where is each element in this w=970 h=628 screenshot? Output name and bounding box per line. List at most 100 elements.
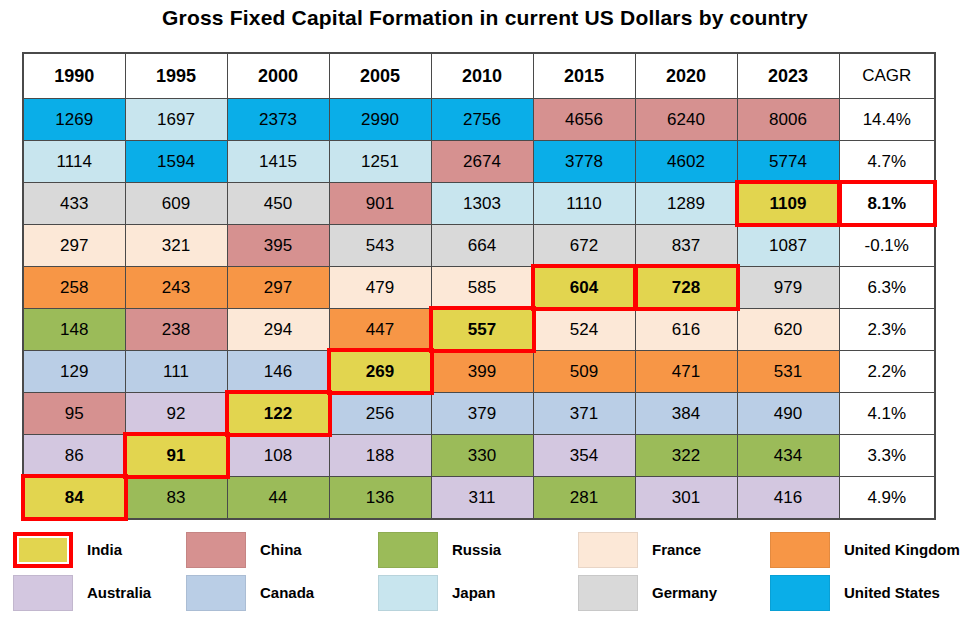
legend-label: Canada <box>260 584 314 601</box>
value-cell-united_states: 1594 <box>125 141 227 183</box>
table-row: 1269169723732990275646566240800614.4% <box>23 99 935 141</box>
value-cell-china: 2674 <box>431 141 533 183</box>
value-cell-australia: 354 <box>533 435 635 477</box>
cagr-cell: -0.1% <box>839 225 935 267</box>
value-cell-germany: 837 <box>635 225 737 267</box>
value-cell-india: 1109 <box>737 183 839 225</box>
cagr-cell: 14.4% <box>839 99 935 141</box>
value-cell-india: 269 <box>329 351 431 393</box>
value-cell-india: 84 <box>23 477 125 520</box>
value-cell-japan: 1114 <box>23 141 125 183</box>
value-cell-india: 557 <box>431 309 533 351</box>
value-cell-japan: 1087 <box>737 225 839 267</box>
legend-item-india: India <box>13 531 186 568</box>
value-cell-united_kingdom: 509 <box>533 351 635 393</box>
table-row: 1291111462693995094715312.2% <box>23 351 935 393</box>
table-row: 43360945090113031110128911098.1% <box>23 183 935 225</box>
value-cell-japan: 1697 <box>125 99 227 141</box>
legend-label: United Kingdom <box>844 541 960 558</box>
value-cell-canada: 490 <box>737 393 839 435</box>
value-cell-russia: 434 <box>737 435 839 477</box>
value-cell-russia: 44 <box>227 477 329 520</box>
value-cell-australia: 108 <box>227 435 329 477</box>
value-cell-canada: 379 <box>431 393 533 435</box>
year-header: 2020 <box>635 53 737 99</box>
year-header: 2023 <box>737 53 839 99</box>
table-header-row: 19901995200020052010201520202023CAGR <box>23 53 935 99</box>
year-header: 1990 <box>23 53 125 99</box>
year-header: 2010 <box>431 53 533 99</box>
value-cell-china: 238 <box>125 309 227 351</box>
cagr-cell: 4.7% <box>839 141 935 183</box>
value-cell-canada: 371 <box>533 393 635 435</box>
year-header: 2000 <box>227 53 329 99</box>
value-cell-china: 8006 <box>737 99 839 141</box>
value-cell-japan: 1251 <box>329 141 431 183</box>
value-cell-germany: 543 <box>329 225 431 267</box>
value-cell-china: 6240 <box>635 99 737 141</box>
legend-label: Russia <box>452 541 501 558</box>
value-cell-india: 91 <box>125 435 227 477</box>
value-cell-united_states: 1269 <box>23 99 125 141</box>
value-cell-russia: 281 <box>533 477 635 520</box>
value-cell-china: 395 <box>227 225 329 267</box>
value-cell-australia: 416 <box>737 477 839 520</box>
legend-item-japan: Japan <box>378 574 578 611</box>
value-cell-france: 620 <box>737 309 839 351</box>
value-cell-united_kingdom: 258 <box>23 267 125 309</box>
table-row: 95921222563793713844904.1% <box>23 393 935 435</box>
value-cell-united_kingdom: 297 <box>227 267 329 309</box>
legend-label: France <box>652 541 701 558</box>
value-cell-france: 297 <box>23 225 125 267</box>
legend-item-united_kingdom: United Kingdom <box>770 531 963 568</box>
value-cell-united_kingdom: 243 <box>125 267 227 309</box>
value-cell-germany: 609 <box>125 183 227 225</box>
value-cell-china: 95 <box>23 393 125 435</box>
value-cell-india: 122 <box>227 393 329 435</box>
value-cell-canada: 129 <box>23 351 125 393</box>
value-cell-france: 294 <box>227 309 329 351</box>
cagr-header: CAGR <box>839 53 935 99</box>
value-cell-germany: 979 <box>737 267 839 309</box>
legend-swatch-germany <box>578 575 638 611</box>
value-cell-germany: 664 <box>431 225 533 267</box>
value-cell-france: 479 <box>329 267 431 309</box>
legend-label: Japan <box>452 584 495 601</box>
table-row: 1482382944475575246166202.3% <box>23 309 935 351</box>
value-cell-united_states: 2373 <box>227 99 329 141</box>
cagr-cell: 2.3% <box>839 309 935 351</box>
legend-label: China <box>260 541 302 558</box>
table-row: 111415941415125126743778460257744.7% <box>23 141 935 183</box>
value-cell-germany: 672 <box>533 225 635 267</box>
value-cell-france: 524 <box>533 309 635 351</box>
year-header: 1995 <box>125 53 227 99</box>
value-cell-russia: 148 <box>23 309 125 351</box>
table-row: 8483441363112813014164.9% <box>23 477 935 520</box>
value-cell-australia: 301 <box>635 477 737 520</box>
cagr-cell: 8.1% <box>839 183 935 225</box>
value-cell-australia: 86 <box>23 435 125 477</box>
legend-label: Australia <box>87 584 151 601</box>
legend-item-united_states: United States <box>770 574 963 611</box>
table-row: 2973213955436646728371087-0.1% <box>23 225 935 267</box>
value-cell-canada: 256 <box>329 393 431 435</box>
legend-swatch-france <box>578 532 638 568</box>
legend-swatch-canada <box>186 575 246 611</box>
value-cell-japan: 1110 <box>533 183 635 225</box>
value-cell-australia: 188 <box>329 435 431 477</box>
year-header: 2005 <box>329 53 431 99</box>
year-header: 2015 <box>533 53 635 99</box>
value-cell-united_states: 2756 <box>431 99 533 141</box>
legend-item-china: China <box>186 531 378 568</box>
value-cell-united_states: 3778 <box>533 141 635 183</box>
cagr-cell: 4.1% <box>839 393 935 435</box>
value-cell-japan: 1415 <box>227 141 329 183</box>
page-title: Gross Fixed Capital Formation in current… <box>0 6 970 30</box>
legend-label: Germany <box>652 584 717 601</box>
legend-swatch-united_kingdom <box>770 532 830 568</box>
legend-swatch-australia <box>13 575 73 611</box>
legend-item-france: France <box>578 531 770 568</box>
value-cell-china: 901 <box>329 183 431 225</box>
value-cell-united_kingdom: 399 <box>431 351 533 393</box>
value-cell-france: 321 <box>125 225 227 267</box>
